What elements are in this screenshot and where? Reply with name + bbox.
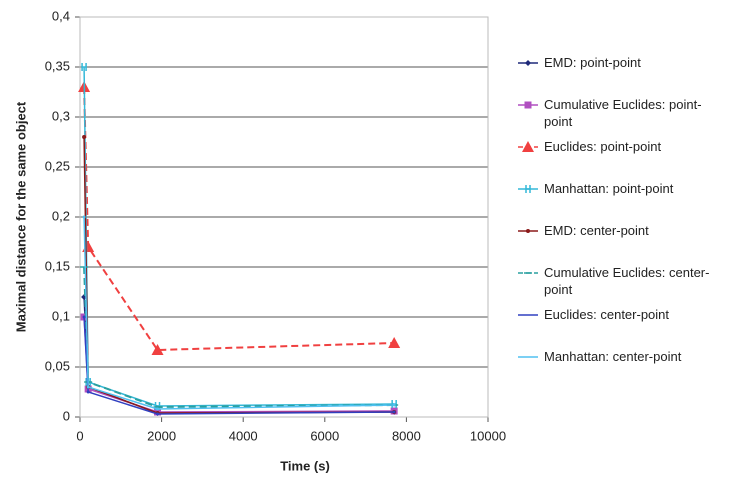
legend-label: EMD: point-point — [544, 55, 641, 70]
x-tick-label: 10000 — [470, 428, 506, 443]
legend-label: Cumulative Euclides: point-point — [544, 97, 702, 129]
y-tick-label: 0,4 — [52, 8, 70, 23]
marker — [526, 229, 530, 233]
legend-label: EMD: center-point — [544, 223, 649, 238]
y-tick-label: 0,15 — [45, 258, 70, 273]
legend-label: Manhattan: point-point — [544, 181, 674, 196]
y-axis-label: Maximal distance for the same object — [13, 101, 28, 332]
series-line — [83, 296, 395, 414]
series-line — [83, 136, 395, 414]
marker — [392, 410, 396, 414]
x-tick-label: 2000 — [147, 428, 176, 443]
marker — [86, 390, 90, 394]
marker — [156, 407, 160, 411]
marker — [82, 135, 87, 139]
marker — [82, 215, 86, 219]
series-line — [83, 266, 395, 409]
marker — [522, 141, 534, 152]
series-line — [83, 66, 395, 407]
marker — [524, 101, 532, 109]
legend-label: Cumulative Euclides: center-point — [544, 265, 710, 297]
series-line — [83, 216, 395, 410]
legend-label: Euclides: center-point — [544, 307, 670, 322]
y-tick-label: 0,25 — [45, 158, 70, 173]
y-tick-label: 0,3 — [52, 108, 70, 123]
x-tick-label: 6000 — [310, 428, 339, 443]
series-line — [83, 316, 395, 415]
y-tick-label: 0,2 — [52, 208, 70, 223]
y-tick-label: 0,05 — [45, 358, 70, 373]
plot-border — [79, 16, 489, 418]
x-axis-label: Time (s) — [280, 458, 330, 473]
marker — [151, 344, 164, 355]
x-tick-label: 0 — [76, 428, 83, 443]
y-tick-label: 0,35 — [45, 58, 70, 73]
marker — [525, 60, 531, 66]
x-tick-label: 8000 — [392, 428, 421, 443]
x-tick-label: 4000 — [229, 428, 258, 443]
legend-label: Manhattan: center-point — [544, 349, 682, 364]
marker — [525, 185, 531, 193]
marker — [82, 315, 86, 319]
marker — [156, 412, 160, 416]
legend-label: Euclides: point-point — [544, 139, 662, 154]
marker — [388, 337, 401, 348]
marker — [392, 403, 396, 407]
y-tick-label: 0 — [63, 408, 70, 423]
y-tick-label: 0,1 — [52, 308, 70, 323]
marker — [86, 385, 90, 389]
marker — [81, 63, 87, 71]
series-line — [83, 86, 395, 352]
